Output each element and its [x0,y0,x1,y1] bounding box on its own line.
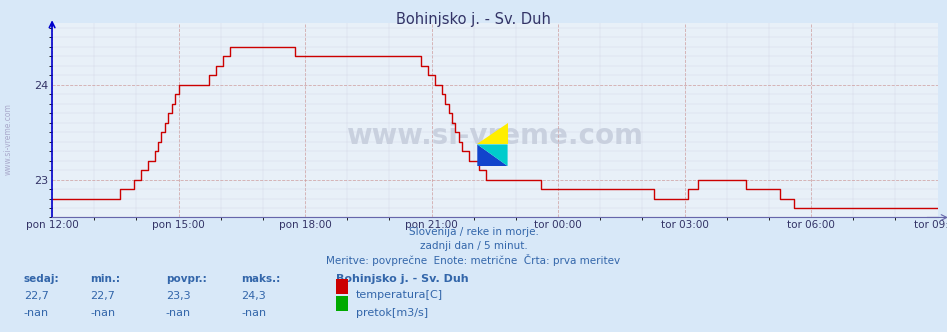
Text: Bohinjsko j. - Sv. Duh: Bohinjsko j. - Sv. Duh [396,12,551,27]
Text: sedaj:: sedaj: [24,274,60,284]
Text: 22,7: 22,7 [24,290,48,300]
Text: 24,3: 24,3 [241,290,266,300]
Text: povpr.:: povpr.: [166,274,206,284]
Text: 23,3: 23,3 [166,290,190,300]
Text: min.:: min.: [90,274,120,284]
Text: www.si-vreme.com: www.si-vreme.com [4,104,13,175]
Text: 22,7: 22,7 [90,290,115,300]
Text: Bohinjsko j. - Sv. Duh: Bohinjsko j. - Sv. Duh [336,274,469,284]
Text: maks.:: maks.: [241,274,280,284]
Polygon shape [477,144,508,166]
Text: -nan: -nan [24,308,49,318]
Text: Slovenija / reke in morje.: Slovenija / reke in morje. [408,227,539,237]
Polygon shape [477,144,508,166]
Text: -nan: -nan [241,308,267,318]
Text: -nan: -nan [90,308,116,318]
Polygon shape [477,123,508,144]
Text: Meritve: povprečne  Enote: metrične  Črta: prva meritev: Meritve: povprečne Enote: metrične Črta:… [327,254,620,266]
Text: www.si-vreme.com: www.si-vreme.com [347,122,643,150]
Text: pretok[m3/s]: pretok[m3/s] [356,308,428,318]
Text: -nan: -nan [166,308,191,318]
Text: zadnji dan / 5 minut.: zadnji dan / 5 minut. [420,241,527,251]
Text: temperatura[C]: temperatura[C] [356,290,443,300]
